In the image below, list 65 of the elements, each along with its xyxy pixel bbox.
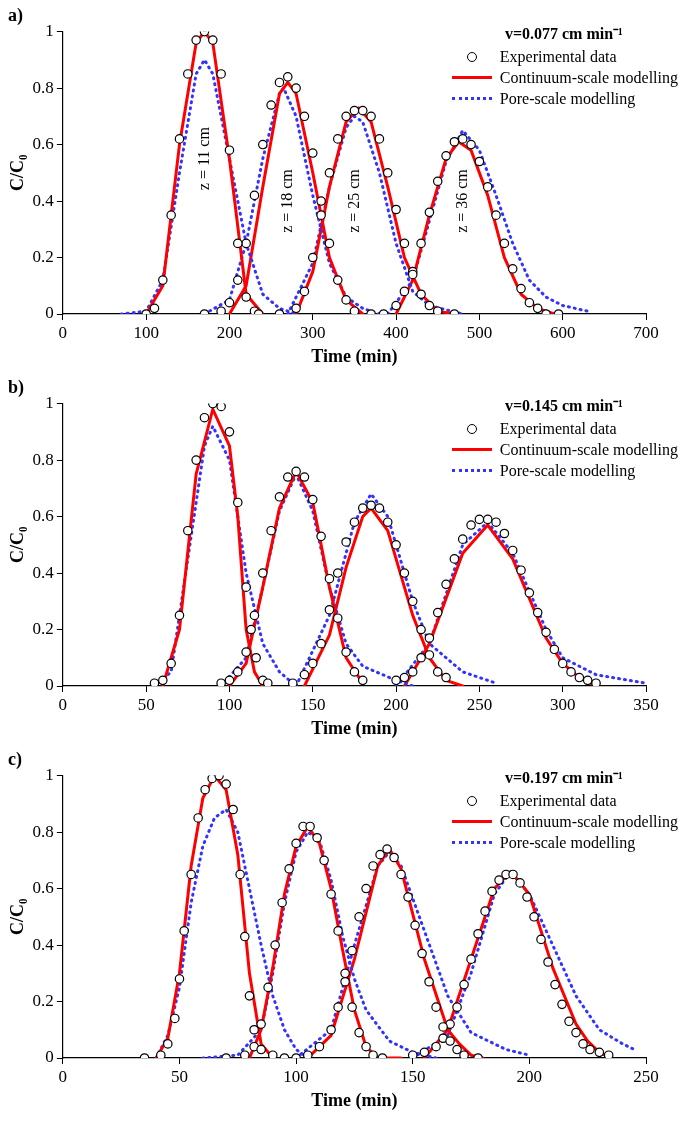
x-tick-label: 300 [300, 322, 326, 342]
y-tick-label: 0 [45, 675, 54, 695]
legend-label: Continuum-scale modelling [499, 440, 678, 459]
y-tick-label: 0.2 [32, 990, 54, 1010]
y-tick-label: 0.6 [32, 878, 54, 898]
legend-label: Continuum-scale modelling [499, 68, 678, 87]
legend-label: Continuum-scale modelling [499, 812, 678, 831]
y-tick-label: 0 [45, 1047, 54, 1067]
x-tick-label: 300 [549, 694, 576, 714]
y-tick-label: 0 [45, 303, 54, 323]
annotation: z = 18 cm [277, 168, 295, 233]
legend-label: Pore-scale modelling [499, 833, 636, 852]
legend-title: v=0.197 cm min⁻¹ [503, 768, 624, 788]
x-tick-label: 500 [466, 322, 493, 342]
x-tick-label: 250 [466, 694, 493, 714]
x-tick-label: 400 [383, 322, 409, 342]
y-axis-title: C/C₀ [7, 154, 28, 191]
chart-title: a) [8, 5, 23, 27]
legend-label: Experimental data [499, 47, 617, 66]
x-tick-label: 50 [137, 694, 155, 714]
x-tick-label: 200 [383, 694, 409, 714]
legend-label: Pore-scale modelling [499, 89, 636, 108]
x-tick-label: 600 [549, 322, 576, 342]
x-axis-title: Time (min) [311, 717, 398, 739]
y-tick-label: 0.4 [32, 190, 55, 210]
y-tick-label: 1 [45, 765, 54, 785]
y-tick-label: 0.8 [32, 449, 54, 469]
x-tick-label: 700 [633, 322, 659, 342]
x-tick-label: 100 [133, 322, 159, 342]
y-axis-title: C/C₀ [7, 898, 28, 935]
x-tick-label: 150 [399, 1066, 426, 1086]
y-tick-label: 1 [45, 21, 54, 41]
y-axis-title: C/C₀ [7, 526, 28, 563]
x-tick-label: 0 [58, 694, 68, 714]
x-tick-label: 200 [216, 322, 243, 342]
annotation: z = 25 cm [344, 168, 362, 233]
legend-title: v=0.077 cm min⁻¹ [503, 24, 624, 44]
legend-label: Pore-scale modelling [499, 461, 636, 480]
x-axis-title: Time (min) [311, 1089, 398, 1111]
y-tick-label: 0.6 [32, 506, 54, 526]
x-tick-label: 100 [216, 694, 243, 714]
x-tick-label: 150 [300, 694, 326, 714]
chart-title: c) [8, 749, 22, 771]
legend-label: Experimental data [499, 419, 617, 438]
annotation: z = 11 cm [194, 126, 212, 191]
x-tick-label: 0 [58, 322, 68, 342]
x-tick-label: 200 [516, 1066, 543, 1086]
legend-label: Experimental data [499, 791, 617, 810]
y-tick-label: 0.2 [32, 618, 54, 638]
y-tick-label: 0.4 [32, 562, 55, 582]
x-tick-label: 250 [633, 1066, 659, 1086]
y-tick-label: 1 [45, 393, 54, 413]
x-tick-label: 350 [633, 694, 659, 714]
y-tick-label: 0.6 [32, 134, 54, 154]
x-tick-label: 100 [283, 1066, 309, 1086]
legend-title: v=0.145 cm min⁻¹ [503, 396, 624, 416]
x-axis-title: Time (min) [311, 345, 398, 367]
chart-title: b) [8, 377, 25, 399]
y-tick-label: 0.8 [32, 77, 54, 97]
annotation: z = 36 cm [452, 168, 470, 233]
x-tick-label: 50 [170, 1066, 188, 1086]
x-tick-label: 0 [58, 1066, 68, 1086]
y-tick-label: 0.4 [32, 934, 55, 954]
y-tick-label: 0.8 [32, 821, 54, 841]
y-tick-label: 0.2 [32, 246, 54, 266]
